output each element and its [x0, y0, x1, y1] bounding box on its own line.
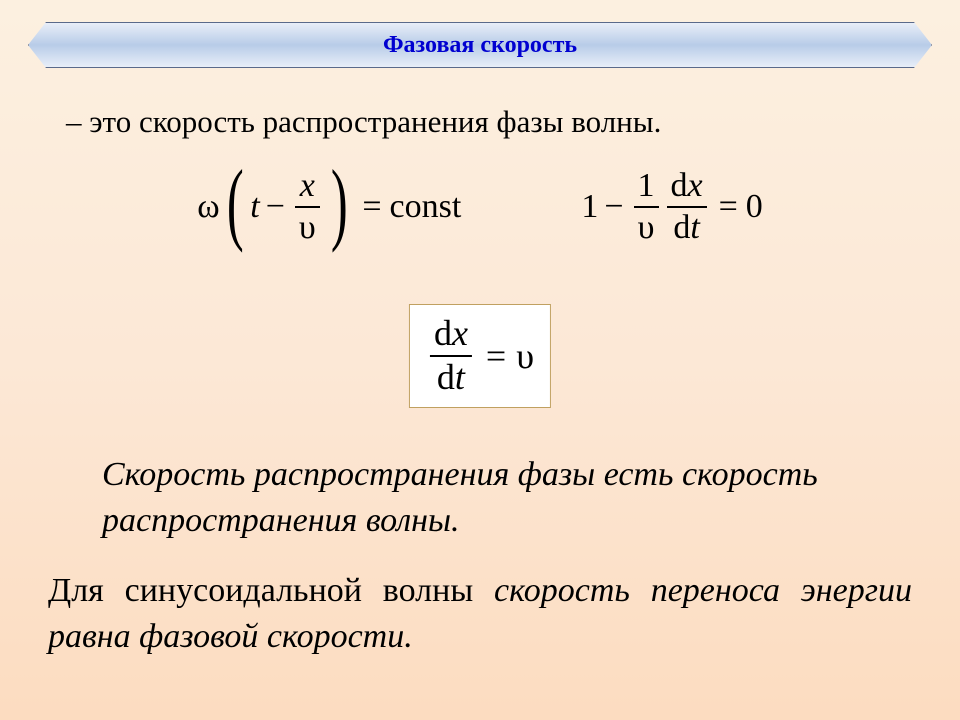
equals-sign-2: =: [719, 188, 738, 226]
frac-den: υ: [295, 208, 320, 246]
omega-symbol: ω: [197, 188, 219, 226]
var-t: t: [250, 188, 259, 226]
equation-row: ω ( t − x υ ) = const 1 − 1 υ dx: [0, 168, 960, 245]
box-den: dt: [433, 357, 469, 397]
equation-1: ω ( t − x υ ) = const: [197, 168, 461, 245]
zero: 0: [746, 188, 763, 226]
title-banner: Фазовая скорость: [28, 22, 932, 68]
frac2-den: υ: [634, 208, 659, 246]
const-text: const: [390, 188, 462, 226]
body2-plain: Для синусоидальной волны: [48, 572, 494, 609]
body-text-2: Для синусоидальной волны скорость перено…: [48, 568, 912, 660]
dt-den: dt: [669, 208, 703, 246]
right-paren: ): [331, 170, 348, 234]
body-text-1: Скорость распространения фазы есть скоро…: [102, 452, 860, 544]
equation-2: 1 − 1 υ dx dt = 0: [581, 168, 762, 245]
page-title: Фазовая скорость: [383, 32, 577, 59]
equals-sign-3: =: [486, 335, 506, 377]
fraction-x-over-v: x υ: [295, 168, 320, 245]
left-paren: (: [226, 170, 243, 234]
minus-sign: −: [266, 188, 285, 226]
fraction-1-over-v: 1 υ: [634, 168, 659, 245]
minus-sign-2: −: [604, 188, 623, 226]
dx-num: dx: [667, 168, 707, 206]
equals-sign: =: [362, 188, 381, 226]
fraction-dx-dt: dx dt: [667, 168, 707, 245]
box-num: dx: [430, 315, 472, 355]
frac2-num: 1: [634, 168, 659, 206]
fraction-dx-dt-box: dx dt: [430, 315, 472, 397]
boxed-equation: dx dt = υ: [409, 304, 551, 408]
frac-num: x: [296, 168, 319, 206]
one: 1: [581, 188, 598, 226]
upsilon: υ: [516, 335, 534, 377]
subtitle-text: – это скорость распространения фазы волн…: [66, 104, 661, 140]
